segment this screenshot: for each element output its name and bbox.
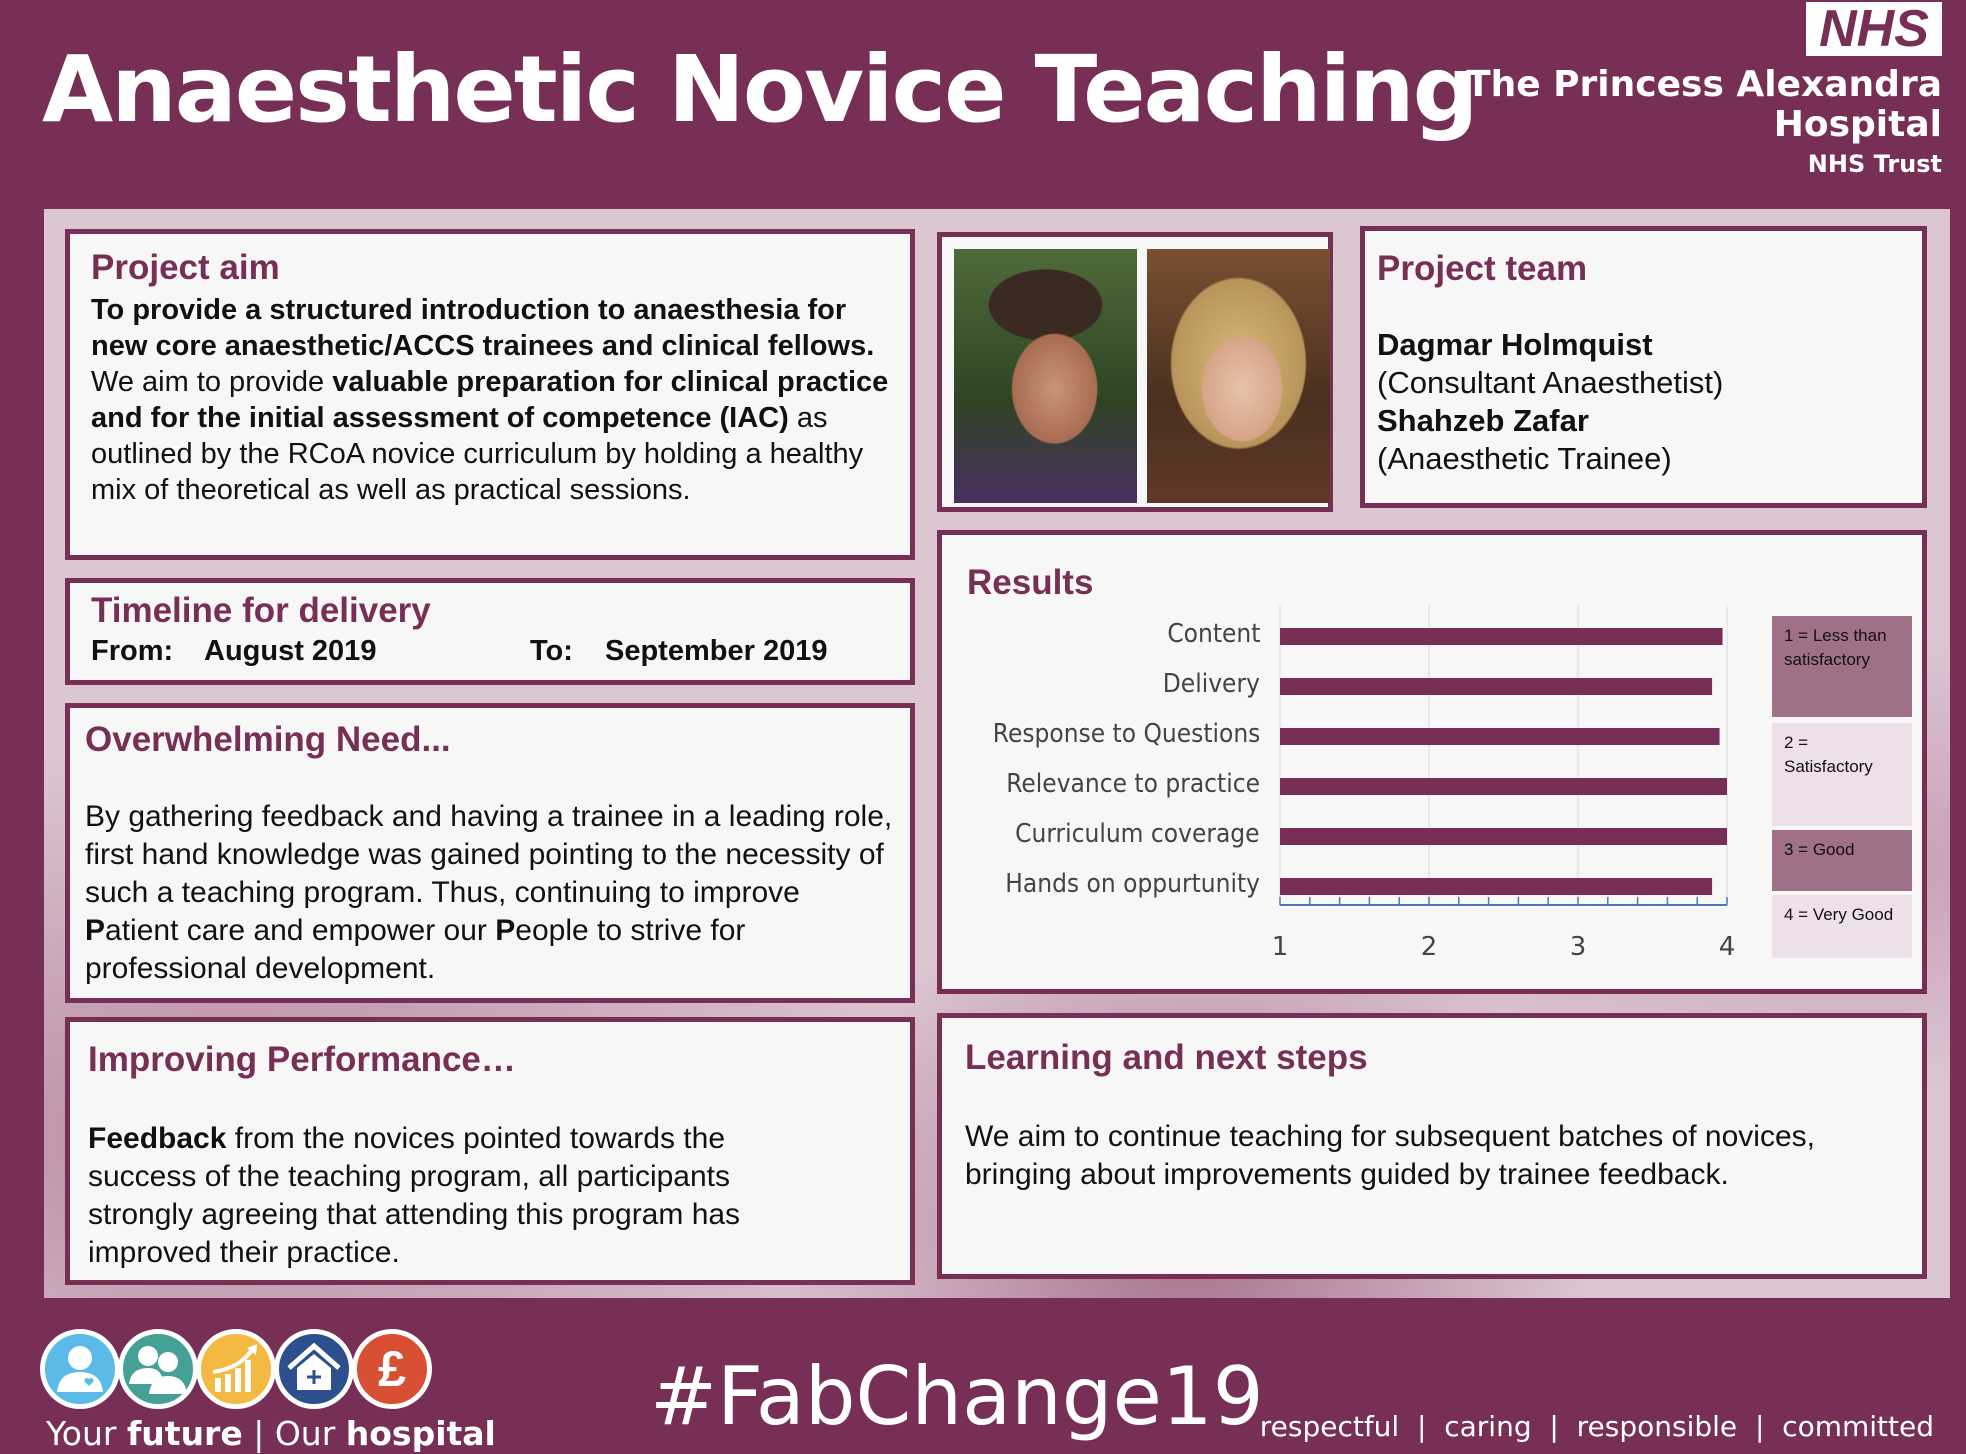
legend-entry: 3 = Good	[1772, 830, 1912, 891]
photo-dagmar	[1147, 249, 1330, 503]
pound-icon: £	[352, 1329, 432, 1409]
to-value: September 2019	[605, 635, 828, 667]
need-bold-p1: P	[85, 914, 106, 947]
x-tick-label: 3	[1570, 932, 1587, 962]
org-name-line3: NHS Trust	[1807, 150, 1942, 178]
project-aim-text: To provide a structured introduction to …	[91, 292, 891, 508]
legend-entry: 4 = Very Good	[1772, 895, 1912, 958]
category-label: Content	[1166, 619, 1260, 649]
project-aim-heading: Project aim	[91, 248, 280, 287]
from-value: August 2019	[204, 635, 377, 667]
need-text-2: atient care and empower our	[105, 914, 496, 947]
team-heading: Project team	[1377, 249, 1588, 288]
people-icon	[118, 1329, 198, 1409]
category-labels: Content Delivery Response to Questions Rele…	[942, 535, 1260, 989]
project-team-panel: Project team Dagmar Holmquist (Consultan…	[1360, 226, 1927, 508]
nhs-logo: NHS	[1806, 2, 1942, 56]
performance-text: Feedback from the novices pointed toward…	[88, 1120, 828, 1272]
need-text-1: By gathering feedback and having a train…	[85, 800, 893, 909]
timeline-heading: Timeline for delivery	[91, 591, 431, 630]
learning-text: We aim to continue teaching for subseque…	[965, 1120, 1815, 1191]
x-tick-label: 4	[1719, 932, 1736, 962]
timeline-panel: Timeline for delivery From: August 2019 …	[65, 578, 915, 685]
growth-chart-icon	[196, 1329, 276, 1409]
learning-heading: Learning and next steps	[965, 1038, 1368, 1077]
aim-bold-2: valuable preparation for clinical practi…	[91, 366, 889, 434]
results-panel: Results Content Delivery Response to Quest…	[937, 530, 1927, 994]
team-member-name: Shahzeb Zafar	[1377, 403, 1589, 438]
team-member-role: (Anaesthetic Trainee)	[1377, 441, 1672, 476]
project-aim-panel: Project aim To provide a structured intr…	[65, 229, 915, 560]
x-tick-label: 2	[1421, 932, 1438, 962]
trust-values: respectful | caring | responsible | comm…	[1259, 1410, 1934, 1443]
org-name-line2: Hospital	[1773, 104, 1942, 145]
aim-text-2: as outlined by the RCoA novice curriculu…	[91, 402, 864, 506]
bar	[1280, 628, 1723, 645]
photo-shahzeb	[954, 249, 1137, 503]
category-label: Delivery	[1162, 669, 1260, 699]
tagline-part: hospital	[345, 1414, 496, 1453]
bar	[1280, 878, 1713, 895]
page-title: Anaesthetic Novice Teaching	[42, 36, 1478, 143]
footer-tagline: Your future | Our hospital	[46, 1414, 496, 1453]
bar	[1280, 678, 1713, 695]
improving-performance-panel: Improving Performance… Feedback from the…	[65, 1017, 915, 1285]
aim-text-1: We aim to provide	[91, 366, 333, 398]
performance-heading: Improving Performance…	[88, 1040, 516, 1079]
overwhelming-need-panel: Overwhelming Need... By gathering feedba…	[65, 703, 915, 1003]
bar	[1280, 728, 1720, 745]
team-photos-panel	[937, 232, 1333, 512]
need-text-3: eople to strive for professional develop…	[85, 914, 746, 985]
tagline-part: Your	[46, 1414, 127, 1453]
legend-entry: 1 = Less than satisfactory	[1772, 616, 1912, 717]
category-label: Curriculum coverage	[1015, 819, 1260, 849]
performance-bold: Feedback	[88, 1122, 227, 1155]
need-bold-p2: P	[495, 914, 516, 947]
x-tick-label: 1	[1272, 932, 1289, 962]
legend-entry: 2 = Satisfactory	[1772, 723, 1912, 826]
org-name-line1: The Princess Alexandra	[1466, 64, 1942, 105]
to-label: To:	[530, 635, 573, 667]
from-label: From:	[91, 635, 174, 667]
need-text: By gathering feedback and having a train…	[85, 798, 895, 988]
learning-panel: Learning and next steps We aim to contin…	[937, 1013, 1927, 1279]
need-heading: Overwhelming Need...	[85, 720, 451, 759]
category-label: Hands on oppurtunity	[1005, 869, 1260, 899]
patient-heart-icon	[40, 1329, 120, 1409]
team-member-name: Dagmar Holmquist	[1377, 327, 1653, 362]
results-bar-chart: Content Delivery Response to Questions Rele…	[942, 535, 1922, 989]
tagline-part: | Our	[242, 1414, 346, 1453]
tagline-part: future	[126, 1414, 243, 1453]
aim-bold-1: To provide a structured introduction to …	[91, 294, 875, 362]
bar	[1280, 778, 1727, 795]
team-member-role: (Consultant Anaesthetist)	[1377, 365, 1724, 400]
chart-plot: 1 2 3 4	[1272, 605, 1736, 962]
category-label: Relevance to practice	[1006, 769, 1260, 799]
category-label: Response to Questions	[992, 719, 1260, 749]
results-heading: Results	[967, 563, 1094, 602]
house-plus-icon	[274, 1329, 354, 1409]
bar	[1280, 828, 1727, 845]
hashtag: #FabChange19	[650, 1350, 1264, 1443]
performance-text-body: from the novices pointed towards the suc…	[88, 1122, 741, 1269]
